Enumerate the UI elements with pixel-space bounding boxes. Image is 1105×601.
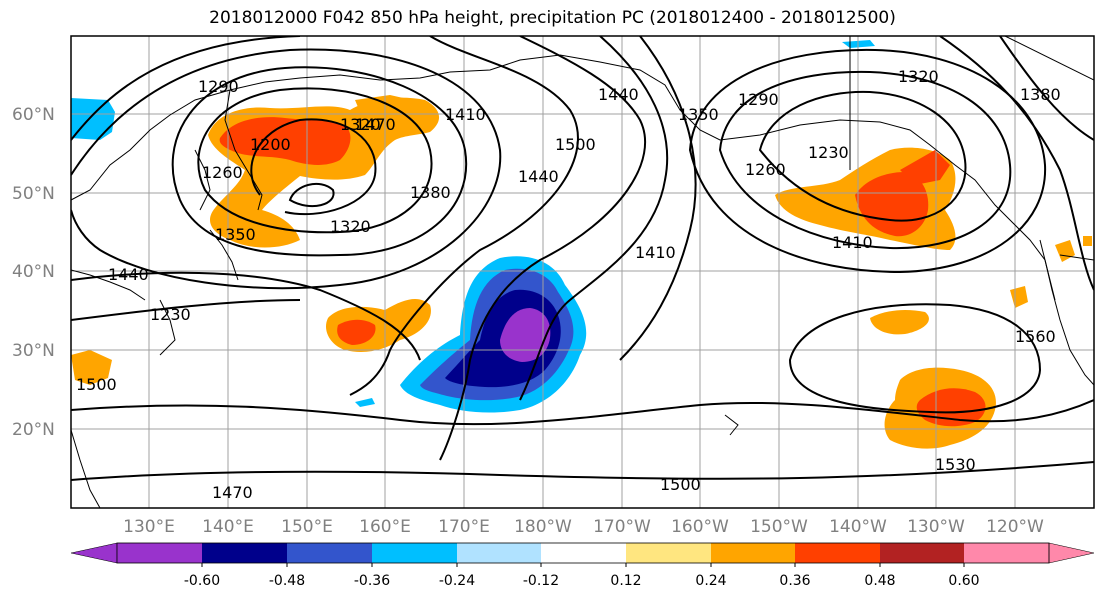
lon-label: 170°E bbox=[438, 517, 490, 537]
contour-labels: 1290 1200 1260 1350 1440 1440 1410 1470 … bbox=[76, 67, 1061, 502]
lon-label: 130°E bbox=[123, 517, 175, 537]
colorbar-tick-label: 0.60 bbox=[948, 573, 979, 589]
contour-label: 1560 bbox=[1015, 327, 1056, 346]
contour-label: 1530 bbox=[935, 455, 976, 474]
colorbar-tick-label: -0.36 bbox=[354, 573, 390, 589]
map-panel: 1290 1200 1260 1350 1440 1440 1410 1470 … bbox=[71, 36, 1094, 508]
colorbar-segment bbox=[795, 543, 880, 563]
longitude-labels: 130°E 140°E 150°E 160°E 170°E 180°W 170°… bbox=[123, 517, 1044, 537]
contour-label: 1230 bbox=[150, 305, 191, 324]
contour-label: 1320 bbox=[340, 115, 381, 134]
contour-label: 1350 bbox=[678, 105, 719, 124]
lon-label: 160°E bbox=[359, 517, 411, 537]
colorbar-outline bbox=[116, 542, 1050, 564]
lon-label: 150°W bbox=[750, 517, 808, 537]
colorbar-segment bbox=[117, 543, 202, 563]
lat-label-30n: 30°N bbox=[12, 341, 55, 361]
colorbar-segment bbox=[541, 543, 626, 563]
colorbar-segment bbox=[372, 543, 457, 563]
colorbar-tick-label: -0.12 bbox=[523, 573, 559, 589]
contour-label: 1470 bbox=[212, 483, 253, 502]
lon-label: 160°W bbox=[671, 517, 729, 537]
contour-label: 1260 bbox=[202, 163, 243, 182]
colorbar-tick-label: 0.48 bbox=[864, 573, 895, 589]
colorbar-tick-label: -0.24 bbox=[439, 573, 475, 589]
contour-label: 1260 bbox=[745, 160, 786, 179]
contour-label: 1320 bbox=[330, 217, 371, 236]
contour-label: 1440 bbox=[108, 265, 149, 284]
height-contours bbox=[71, 36, 1094, 481]
contour-label: 1380 bbox=[410, 183, 451, 202]
lon-label: 130°W bbox=[907, 517, 965, 537]
contour-label: 1380 bbox=[1020, 85, 1061, 104]
colorbar-segment bbox=[711, 543, 795, 563]
colorbar-tick-label: 0.24 bbox=[695, 573, 726, 589]
contour-label: 1470 bbox=[355, 115, 396, 134]
contour-label: 1440 bbox=[598, 85, 639, 104]
map-title: 2018012000 F042 850 hPa height, precipit… bbox=[209, 8, 896, 28]
colorbar-segment bbox=[964, 543, 1049, 563]
colorbar-segment bbox=[626, 543, 711, 563]
contour-label: 1500 bbox=[76, 375, 117, 394]
lat-label-60n: 60°N bbox=[12, 105, 55, 125]
precipitation-shading bbox=[71, 40, 1092, 449]
contour-label: 1440 bbox=[518, 167, 559, 186]
contour-label: 1290 bbox=[198, 77, 239, 96]
colorbar-segment bbox=[880, 543, 964, 563]
contour-label: 1500 bbox=[555, 135, 596, 154]
colorbar: -0.60 -0.48 -0.36 -0.24 -0.12 0.12 0.24 … bbox=[70, 542, 1095, 589]
lon-label: 170°W bbox=[593, 517, 651, 537]
contour-label: 1410 bbox=[635, 243, 676, 262]
colorbar-segment bbox=[287, 543, 372, 563]
lon-label: 140°W bbox=[829, 517, 887, 537]
contour-label: 1410 bbox=[445, 105, 486, 124]
colorbar-tick-label: 0.36 bbox=[779, 573, 810, 589]
lat-label-50n: 50°N bbox=[12, 184, 55, 204]
contour-label: 1290 bbox=[738, 90, 779, 109]
lat-label-20n: 20°N bbox=[12, 420, 55, 440]
colorbar-tick-label: -0.60 bbox=[184, 573, 220, 589]
lon-label: 140°E bbox=[202, 517, 254, 537]
contour-label: 1230 bbox=[808, 143, 849, 162]
lat-label-40n: 40°N bbox=[12, 262, 55, 282]
colorbar-tick-label: 0.12 bbox=[610, 573, 641, 589]
contour-label: 1200 bbox=[250, 135, 291, 154]
colorbar-tick-label: -0.48 bbox=[269, 573, 305, 589]
colorbar-segment bbox=[202, 543, 287, 563]
colorbar-segment bbox=[457, 543, 541, 563]
contour-label: 1320 bbox=[898, 67, 939, 86]
contour-label: 1350 bbox=[215, 225, 256, 244]
lon-label: 150°E bbox=[281, 517, 333, 537]
lon-label: 120°W bbox=[986, 517, 1044, 537]
contour-label: 1500 bbox=[660, 475, 701, 494]
colorbar-right-extension bbox=[1048, 542, 1095, 564]
negative-precip-extreme bbox=[500, 308, 551, 362]
positive-precip-kamchatka-core bbox=[219, 117, 351, 165]
lon-label: 180°W bbox=[514, 517, 572, 537]
latitude-labels: 60°N 50°N 40°N 30°N 20°N bbox=[12, 105, 55, 440]
map-frame bbox=[70, 35, 1095, 509]
colorbar-left-extension bbox=[70, 542, 118, 564]
contour-label: 1410 bbox=[832, 233, 873, 252]
